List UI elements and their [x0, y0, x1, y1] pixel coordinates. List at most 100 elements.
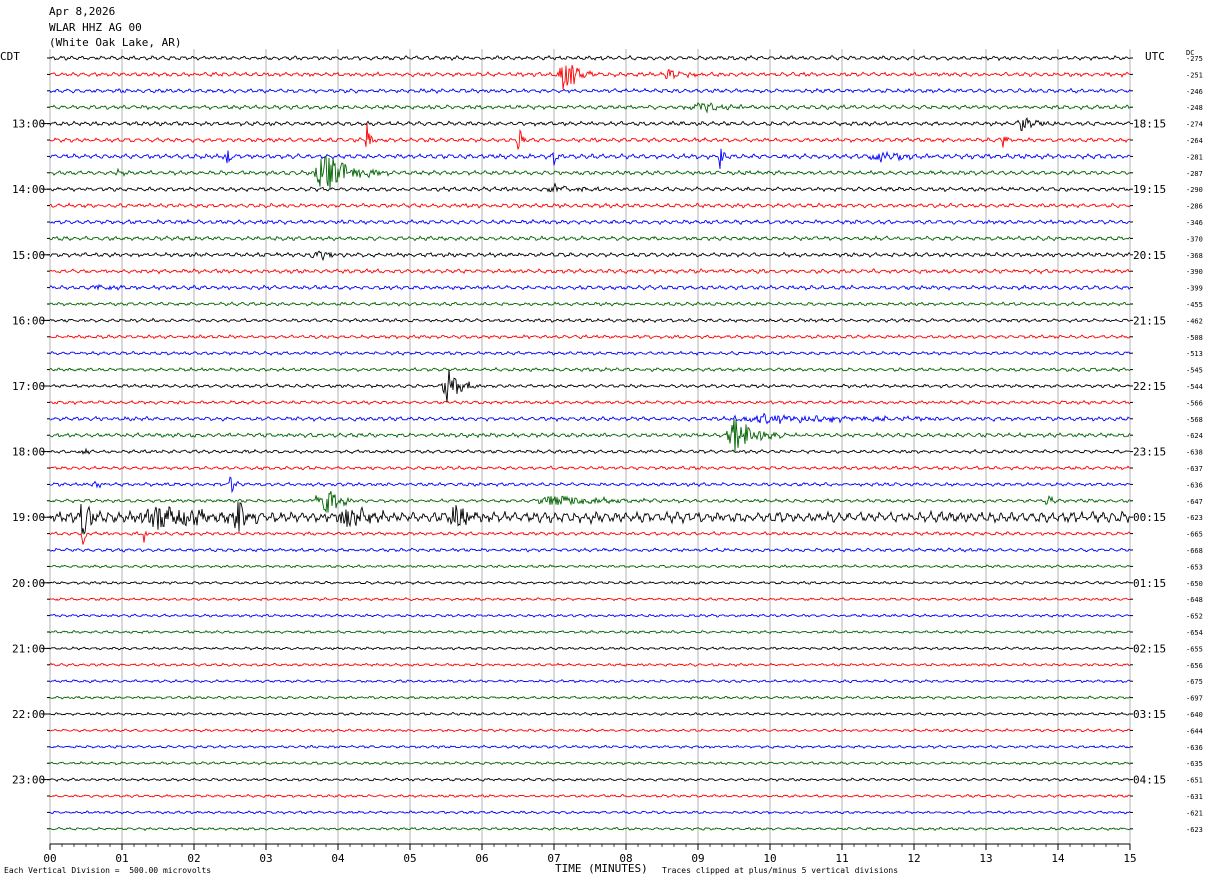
right-hour-label: 04:15 — [1133, 774, 1166, 787]
trace-row-37 — [49, 662, 1131, 667]
left-hour-label: 14:00 — [12, 183, 45, 196]
trace-row-29 — [49, 530, 1131, 545]
left-hour-label: 23:00 — [12, 774, 45, 787]
trace-row-12 — [49, 250, 1131, 262]
dc-offset-label: -399 — [1186, 285, 1203, 293]
dc-offset-label: -652 — [1186, 613, 1203, 621]
clip-note: Traces clipped at plus/minus 5 vertical … — [662, 866, 899, 875]
x-tick-label: 00 — [43, 852, 56, 865]
trace-row-41 — [49, 728, 1131, 733]
trace-row-19 — [49, 366, 1131, 373]
dc-offset-label: -637 — [1186, 465, 1203, 473]
dc-offset-label: -651 — [1186, 777, 1203, 785]
x-tick-label: 11 — [835, 852, 848, 865]
header-location: (White Oak Lake, AR) — [49, 36, 182, 49]
x-tick-label: 02 — [187, 852, 200, 865]
trace-row-3 — [49, 102, 1131, 114]
dc-offset-label: -621 — [1186, 809, 1203, 817]
dc-offset-label: -508 — [1186, 334, 1203, 342]
trace-row-27 — [49, 491, 1130, 514]
left-hour-label: 22:00 — [12, 708, 45, 721]
trace-row-1 — [49, 64, 1131, 90]
right-hour-label: 18:15 — [1133, 118, 1166, 131]
dc-offset-label: -640 — [1186, 711, 1203, 719]
dc-offset-label: -566 — [1186, 399, 1203, 407]
dc-offset-label: -644 — [1186, 727, 1203, 735]
left-hour-label: 18:00 — [12, 446, 45, 459]
dc-offset-label: -264 — [1186, 137, 1203, 145]
dc-offset-label: -697 — [1186, 695, 1203, 703]
right-hour-label: 19:15 — [1133, 183, 1166, 196]
right-hour-label: 03:15 — [1133, 708, 1166, 721]
dc-offset-label: -544 — [1186, 383, 1203, 391]
dc-offset-label: -638 — [1186, 449, 1203, 457]
dc-offset-label: -623 — [1186, 826, 1203, 834]
trace-row-35 — [49, 629, 1131, 635]
dc-offset-label: -668 — [1186, 547, 1203, 555]
dc-offset-label: -390 — [1186, 268, 1203, 276]
x-tick-label: 10 — [763, 852, 776, 865]
left-hour-label: 16:00 — [12, 314, 45, 327]
trace-row-31 — [49, 564, 1131, 569]
dc-offset-label: -653 — [1186, 563, 1203, 571]
dc-offset-label: -650 — [1186, 580, 1203, 588]
trace-row-26 — [49, 476, 1131, 494]
trace-row-13 — [49, 268, 1130, 275]
x-tick-label: 08 — [619, 852, 632, 865]
trace-row-28 — [49, 502, 1131, 535]
x-tick-label: 14 — [1051, 852, 1065, 865]
dc-offset-label: -648 — [1186, 596, 1203, 604]
x-tick-label: 05 — [403, 852, 416, 865]
trace-row-45 — [49, 793, 1131, 799]
trace-row-34 — [49, 613, 1130, 618]
trace-row-33 — [49, 597, 1131, 602]
trace-row-43 — [49, 760, 1131, 766]
dc-offset-label: -647 — [1186, 498, 1203, 506]
dc-offset-label: -635 — [1186, 760, 1203, 768]
dc-offset-label: -462 — [1186, 317, 1203, 325]
header-station: WLAR HHZ AG 00 — [49, 20, 142, 34]
right-hour-label: 02:15 — [1133, 642, 1166, 655]
left-hour-label: 13:00 — [12, 118, 45, 131]
dc-offset-label: -568 — [1186, 416, 1203, 424]
dc-offset-label: -286 — [1186, 203, 1203, 211]
x-tick-label: 13 — [979, 852, 992, 865]
trace-row-36 — [49, 646, 1131, 651]
x-tick-label: 06 — [475, 852, 488, 865]
right-hour-label: 22:15 — [1133, 380, 1166, 393]
dc-offset-label: -290 — [1186, 186, 1203, 194]
trace-row-32 — [49, 580, 1131, 586]
dc-offset-label: -631 — [1186, 793, 1203, 801]
trace-row-14 — [49, 283, 1131, 291]
trace-row-10 — [49, 218, 1131, 226]
left-hour-label: 21:00 — [12, 642, 45, 655]
trace-row-0 — [49, 54, 1131, 62]
dc-offset-label: -281 — [1186, 153, 1203, 161]
trace-row-6 — [49, 148, 1131, 169]
dc-offset-label: -655 — [1186, 645, 1203, 653]
trace-row-23 — [49, 418, 1131, 452]
right-hour-label: 21:15 — [1133, 314, 1166, 327]
dc-offset-label: -275 — [1186, 55, 1203, 63]
trace-row-2 — [49, 87, 1131, 94]
dc-offset-label: -654 — [1186, 629, 1203, 637]
dc-offset-label: -346 — [1186, 219, 1203, 227]
right-hour-label: 00:15 — [1133, 511, 1166, 524]
x-tick-label: 07 — [547, 852, 560, 865]
trace-row-11 — [49, 235, 1131, 242]
x-tick-label: 03 — [259, 852, 272, 865]
dc-offset-header: DC — [1186, 49, 1195, 57]
dc-offset-label: -656 — [1186, 662, 1203, 670]
scale-note: Each Vertical Division = 500.00 microvol… — [4, 866, 212, 875]
dc-offset-label: -545 — [1186, 367, 1203, 375]
trace-row-40 — [49, 711, 1131, 717]
trace-row-4 — [49, 117, 1131, 132]
left-hour-label: 19:00 — [12, 511, 45, 524]
dc-offset-label: -665 — [1186, 531, 1203, 539]
dc-offset-label: -246 — [1186, 88, 1203, 96]
x-tick-label: 12 — [907, 852, 920, 865]
dc-offset-label: -675 — [1186, 678, 1203, 686]
trace-row-30 — [49, 547, 1131, 553]
trace-row-22 — [50, 412, 1130, 425]
